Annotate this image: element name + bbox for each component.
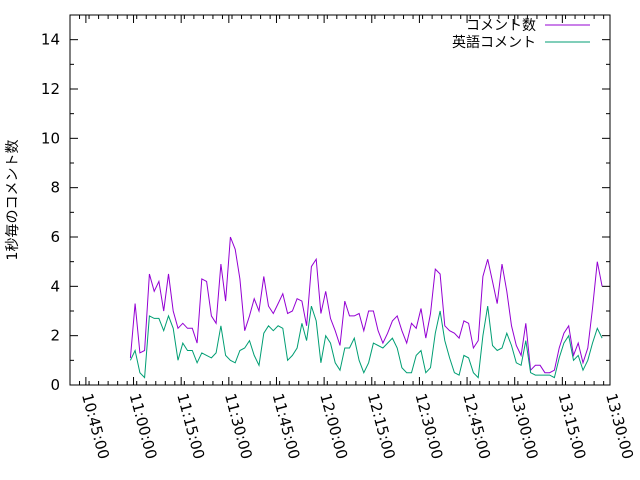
y-tick-label: 10 (41, 129, 60, 147)
legend-label: 英語コメント (452, 34, 536, 51)
y-axis-ticks: 0 2 4 6 8 10 12 14 (41, 31, 610, 394)
series-lines (129, 236, 603, 379)
y-tick-label: 14 (41, 31, 60, 49)
x-tick-label: 12:15:00 (364, 391, 399, 461)
x-tick-label: 11:45:00 (269, 391, 304, 461)
x-tick-label: 11:30:00 (221, 391, 256, 461)
plot-border (69, 14, 611, 386)
x-tick-label: 11:00:00 (126, 391, 161, 461)
x-tick-label: 13:30:00 (602, 391, 637, 461)
x-tick-label: 12:00:00 (316, 391, 351, 461)
x-tick-label: 11:15:00 (173, 391, 208, 461)
x-axis-ticks: 10:45:00 11:00:00 11:15:00 11:30:00 11:45:00… (78, 15, 637, 461)
x-tick-label: 13:00:00 (507, 391, 542, 461)
x-tick-label: 12:30:00 (412, 391, 447, 461)
x-tick-label: 12:45:00 (459, 391, 494, 461)
plot-frame (69, 14, 611, 386)
y-tick-label: 8 (50, 179, 60, 197)
y-tick-label: 0 (50, 376, 60, 394)
y-tick-label: 2 (50, 327, 60, 345)
y-tick-label: 12 (41, 80, 60, 98)
y-tick-label: 6 (50, 228, 60, 246)
x-tick-label: 13:15:00 (554, 391, 589, 461)
legend-label: コメント数 (466, 18, 536, 34)
y-tick-label: 4 (50, 277, 60, 295)
x-tick-label: 10:45:00 (78, 391, 113, 461)
series-line-1 (129, 236, 603, 374)
series-line-2 (129, 305, 603, 379)
y-axis-title: 1秒毎のコメント数 (5, 140, 21, 261)
